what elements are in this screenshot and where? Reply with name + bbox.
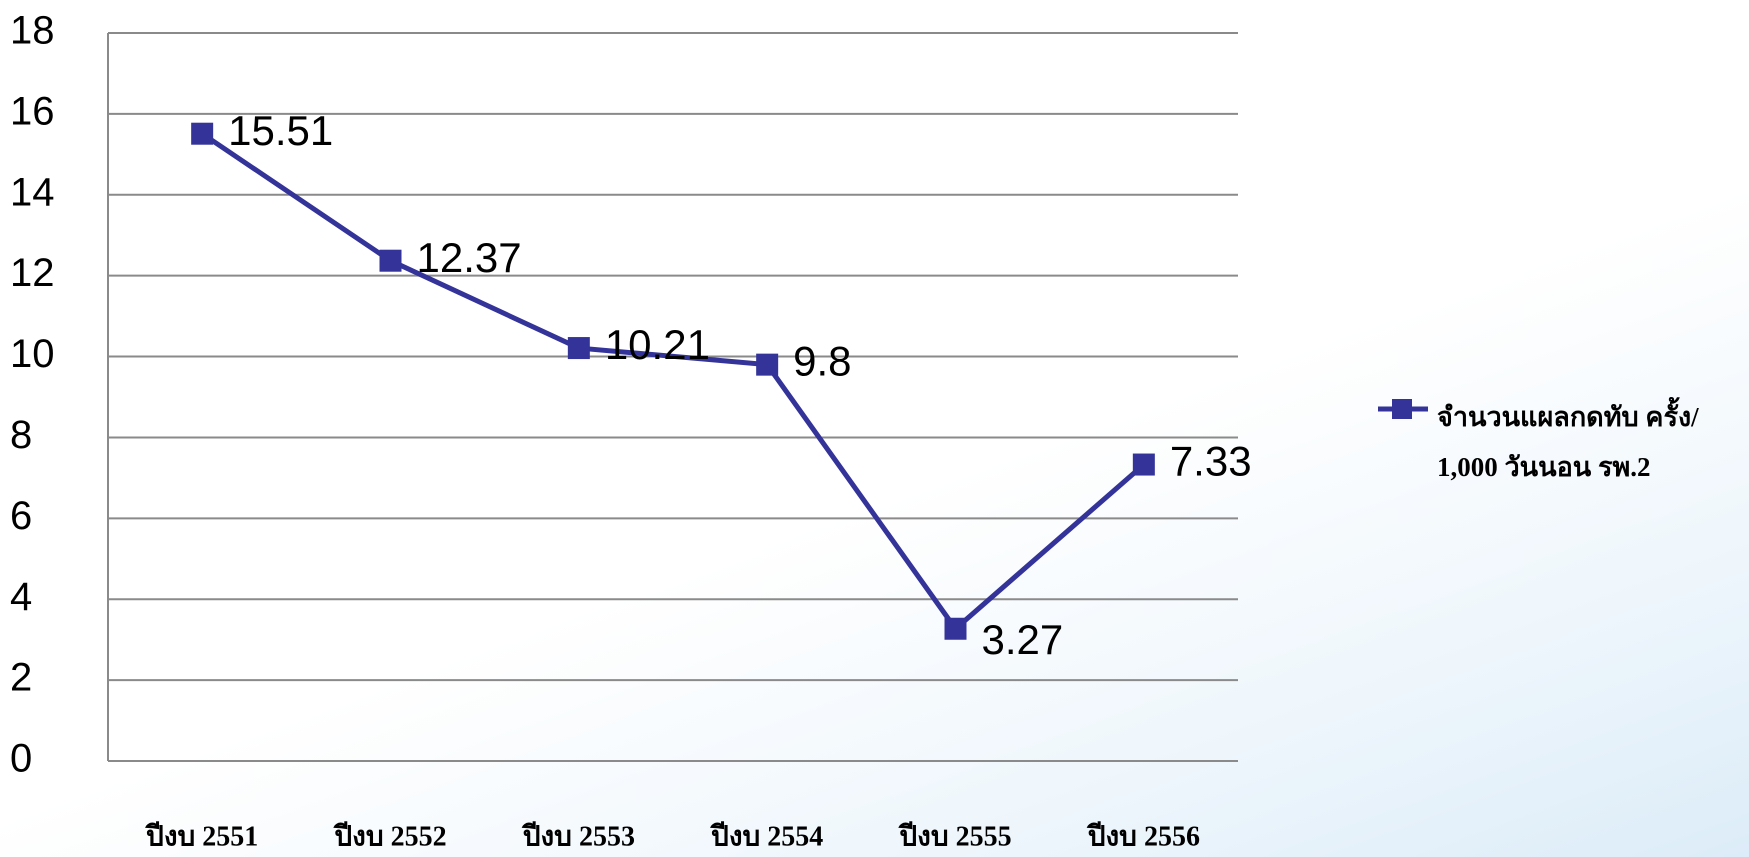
- y-tick-label: 16: [10, 89, 55, 133]
- y-tick-label: 8: [10, 413, 32, 457]
- legend-marker: [1392, 399, 1412, 419]
- data-label: 9.8: [793, 338, 851, 385]
- y-tick-label: 0: [10, 737, 32, 781]
- legend-label: จำนวนแผลกดทับ ครั้ง/ 1,000 วันนอน รพ.2: [1437, 402, 1699, 482]
- marker: [1132, 453, 1155, 476]
- data-label: 15.51: [228, 107, 333, 154]
- x-tick-label: ปีงบ 2552: [332, 820, 446, 852]
- marker: [756, 353, 779, 376]
- marker: [379, 249, 402, 272]
- x-tick-label: ปีงบ 2554: [709, 820, 823, 852]
- y-tick-label: 2: [10, 656, 32, 700]
- data-label: 12.37: [417, 234, 522, 281]
- x-tick-label: ปีงบ 2551: [144, 820, 258, 852]
- data-label: 10.21: [605, 321, 710, 368]
- data-label: 7.33: [1170, 438, 1252, 485]
- series-line: [200, 131, 1146, 633]
- y-tick-label: 6: [10, 494, 32, 538]
- data-label: 3.27: [982, 616, 1064, 663]
- y-tick-label: 4: [10, 575, 32, 619]
- x-tick-label: ปีงบ 2556: [1086, 820, 1200, 852]
- y-tick-label: 10: [10, 332, 55, 376]
- marker: [944, 617, 967, 640]
- y-tick-label: 14: [10, 170, 55, 214]
- y-tick-label: 12: [10, 251, 55, 295]
- x-tick-label: ปีงบ 2555: [897, 820, 1011, 852]
- marker: [191, 122, 214, 145]
- y-tick-label: 18: [10, 9, 55, 53]
- marker: [567, 337, 590, 360]
- x-tick-label: ปีงบ 2553: [521, 820, 635, 852]
